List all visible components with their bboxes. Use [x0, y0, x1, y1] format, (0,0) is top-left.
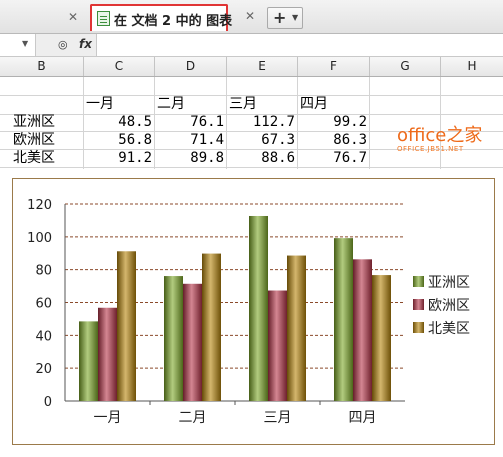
legend-swatch-europe	[413, 299, 424, 310]
grid-line	[440, 77, 441, 169]
grid-line	[0, 95, 503, 96]
bar-2-1	[202, 253, 221, 401]
grid-line	[226, 77, 227, 169]
x-tick-label: 三月	[264, 410, 292, 426]
formula-bar-icons: ◎ fx	[35, 34, 97, 56]
chevron-down-icon[interactable]: ▼	[292, 13, 299, 22]
bar-1-1	[183, 283, 202, 401]
y-tick-label: 80	[35, 264, 52, 279]
bar-1-0	[98, 307, 117, 401]
cell-asia-feb[interactable]: 76.1	[190, 114, 224, 130]
column-header-e[interactable]: E	[227, 57, 298, 76]
bar-2-3	[372, 275, 391, 401]
grid-line	[83, 77, 84, 169]
legend-swatch-north-america	[413, 322, 424, 333]
zoom-icon[interactable]: ◎	[58, 38, 68, 51]
bar-0-3	[334, 238, 353, 401]
grid-line	[0, 131, 503, 132]
x-tick-label: 二月	[179, 410, 207, 426]
tab-bar: ✕ 在 文档 2 中的 图表 ✕ + ▼	[0, 0, 503, 34]
column-header-f[interactable]: F	[298, 57, 370, 76]
bar-0-1	[164, 276, 183, 401]
chart-plot: 0 20 40 60 80 100 120 一月 二月 三月 四月	[27, 198, 405, 426]
column-header-h[interactable]: H	[467, 59, 477, 73]
cell-asia-jan[interactable]: 48.5	[118, 114, 152, 130]
y-tick-label: 0	[44, 395, 52, 410]
row-label-asia[interactable]: 亚洲区	[13, 114, 55, 130]
bar-0-2	[249, 215, 268, 401]
legend-label-asia: 亚洲区	[428, 275, 470, 291]
grid-line	[297, 77, 298, 169]
tab-label: 在 文档 2 中的 图表	[114, 14, 233, 29]
close-icon[interactable]: ✕	[67, 10, 78, 24]
cell-asia-mar[interactable]: 112.7	[252, 114, 295, 130]
name-box-dropdown-icon[interactable]: ▼	[22, 39, 29, 48]
cell-namerica-apr[interactable]: 76.7	[333, 150, 367, 166]
formula-bar: ▼ ◎ fx	[0, 34, 503, 57]
watermark-text: office之家	[397, 125, 483, 146]
grid-line	[0, 114, 503, 115]
row-label-europe[interactable]: 欧洲区	[13, 132, 55, 148]
cell-namerica-jan[interactable]: 91.2	[118, 150, 152, 166]
tab-previous-document[interactable]: ✕	[0, 4, 84, 31]
bar-2-2	[287, 255, 306, 401]
header-cell-feb[interactable]: 二月	[157, 96, 185, 112]
cell-namerica-feb[interactable]: 89.8	[190, 150, 224, 166]
cell-europe-mar[interactable]: 67.3	[261, 132, 295, 148]
bar-chart[interactable]: 0 20 40 60 80 100 120 一月 二月 三月 四月 亚洲区 欧洲区 北美区	[12, 178, 495, 445]
column-header-c[interactable]: C	[84, 57, 155, 76]
column-header-d[interactable]: D	[155, 57, 227, 76]
grid-line	[0, 149, 503, 150]
spreadsheet-icon	[97, 11, 110, 26]
header-cell-mar[interactable]: 三月	[229, 96, 257, 112]
cell-asia-apr[interactable]: 99.2	[333, 114, 367, 130]
grid-line	[369, 77, 370, 169]
bar-1-2	[268, 290, 287, 401]
y-tick-label: 60	[35, 297, 52, 312]
legend-swatch-asia	[413, 276, 424, 287]
column-header-b[interactable]: B	[0, 57, 84, 76]
column-headers: B C D E F G H	[0, 57, 503, 77]
x-tick-label: 一月	[94, 410, 122, 426]
grid-line	[154, 77, 155, 169]
y-tick-label: 100	[27, 231, 52, 246]
column-header-g[interactable]: G	[370, 57, 441, 76]
legend-label-europe: 欧洲区	[428, 298, 470, 314]
cell-europe-feb[interactable]: 71.4	[190, 132, 224, 148]
bar-0-0	[79, 321, 98, 401]
header-cell-apr[interactable]: 四月	[300, 96, 328, 112]
close-icon[interactable]: ✕	[245, 9, 256, 23]
cell-namerica-mar[interactable]: 88.6	[261, 150, 295, 166]
cell-europe-jan[interactable]: 56.8	[118, 132, 152, 148]
cell-europe-apr[interactable]: 86.3	[333, 132, 367, 148]
watermark-logo: office之家 OFFICE.JB51.NET	[397, 121, 482, 153]
y-tick-label: 20	[35, 362, 52, 377]
legend-label-north-america: 北美区	[428, 321, 470, 337]
grid-line	[0, 167, 503, 168]
sheet-grid[interactable]: 一月 二月 三月 四月 亚洲区 48.5 76.1 112.7 99.2 欧洲区…	[0, 77, 503, 169]
watermark-url: OFFICE.JB51.NET	[397, 145, 464, 153]
y-tick-label: 120	[27, 198, 52, 213]
row-label-north-america[interactable]: 北美区	[13, 150, 55, 166]
bar-1-3	[353, 259, 372, 401]
bar-2-0	[117, 251, 136, 401]
new-tab-button[interactable]: + ▼	[267, 7, 303, 29]
tab-chart-in-document-2[interactable]: 在 文档 2 中的 图表	[90, 4, 232, 31]
function-icon[interactable]: fx	[79, 37, 92, 51]
x-tick-label: 四月	[349, 410, 377, 426]
y-tick-label: 40	[35, 329, 52, 344]
header-cell-jan[interactable]: 一月	[86, 96, 114, 112]
plus-icon: +	[273, 8, 287, 27]
